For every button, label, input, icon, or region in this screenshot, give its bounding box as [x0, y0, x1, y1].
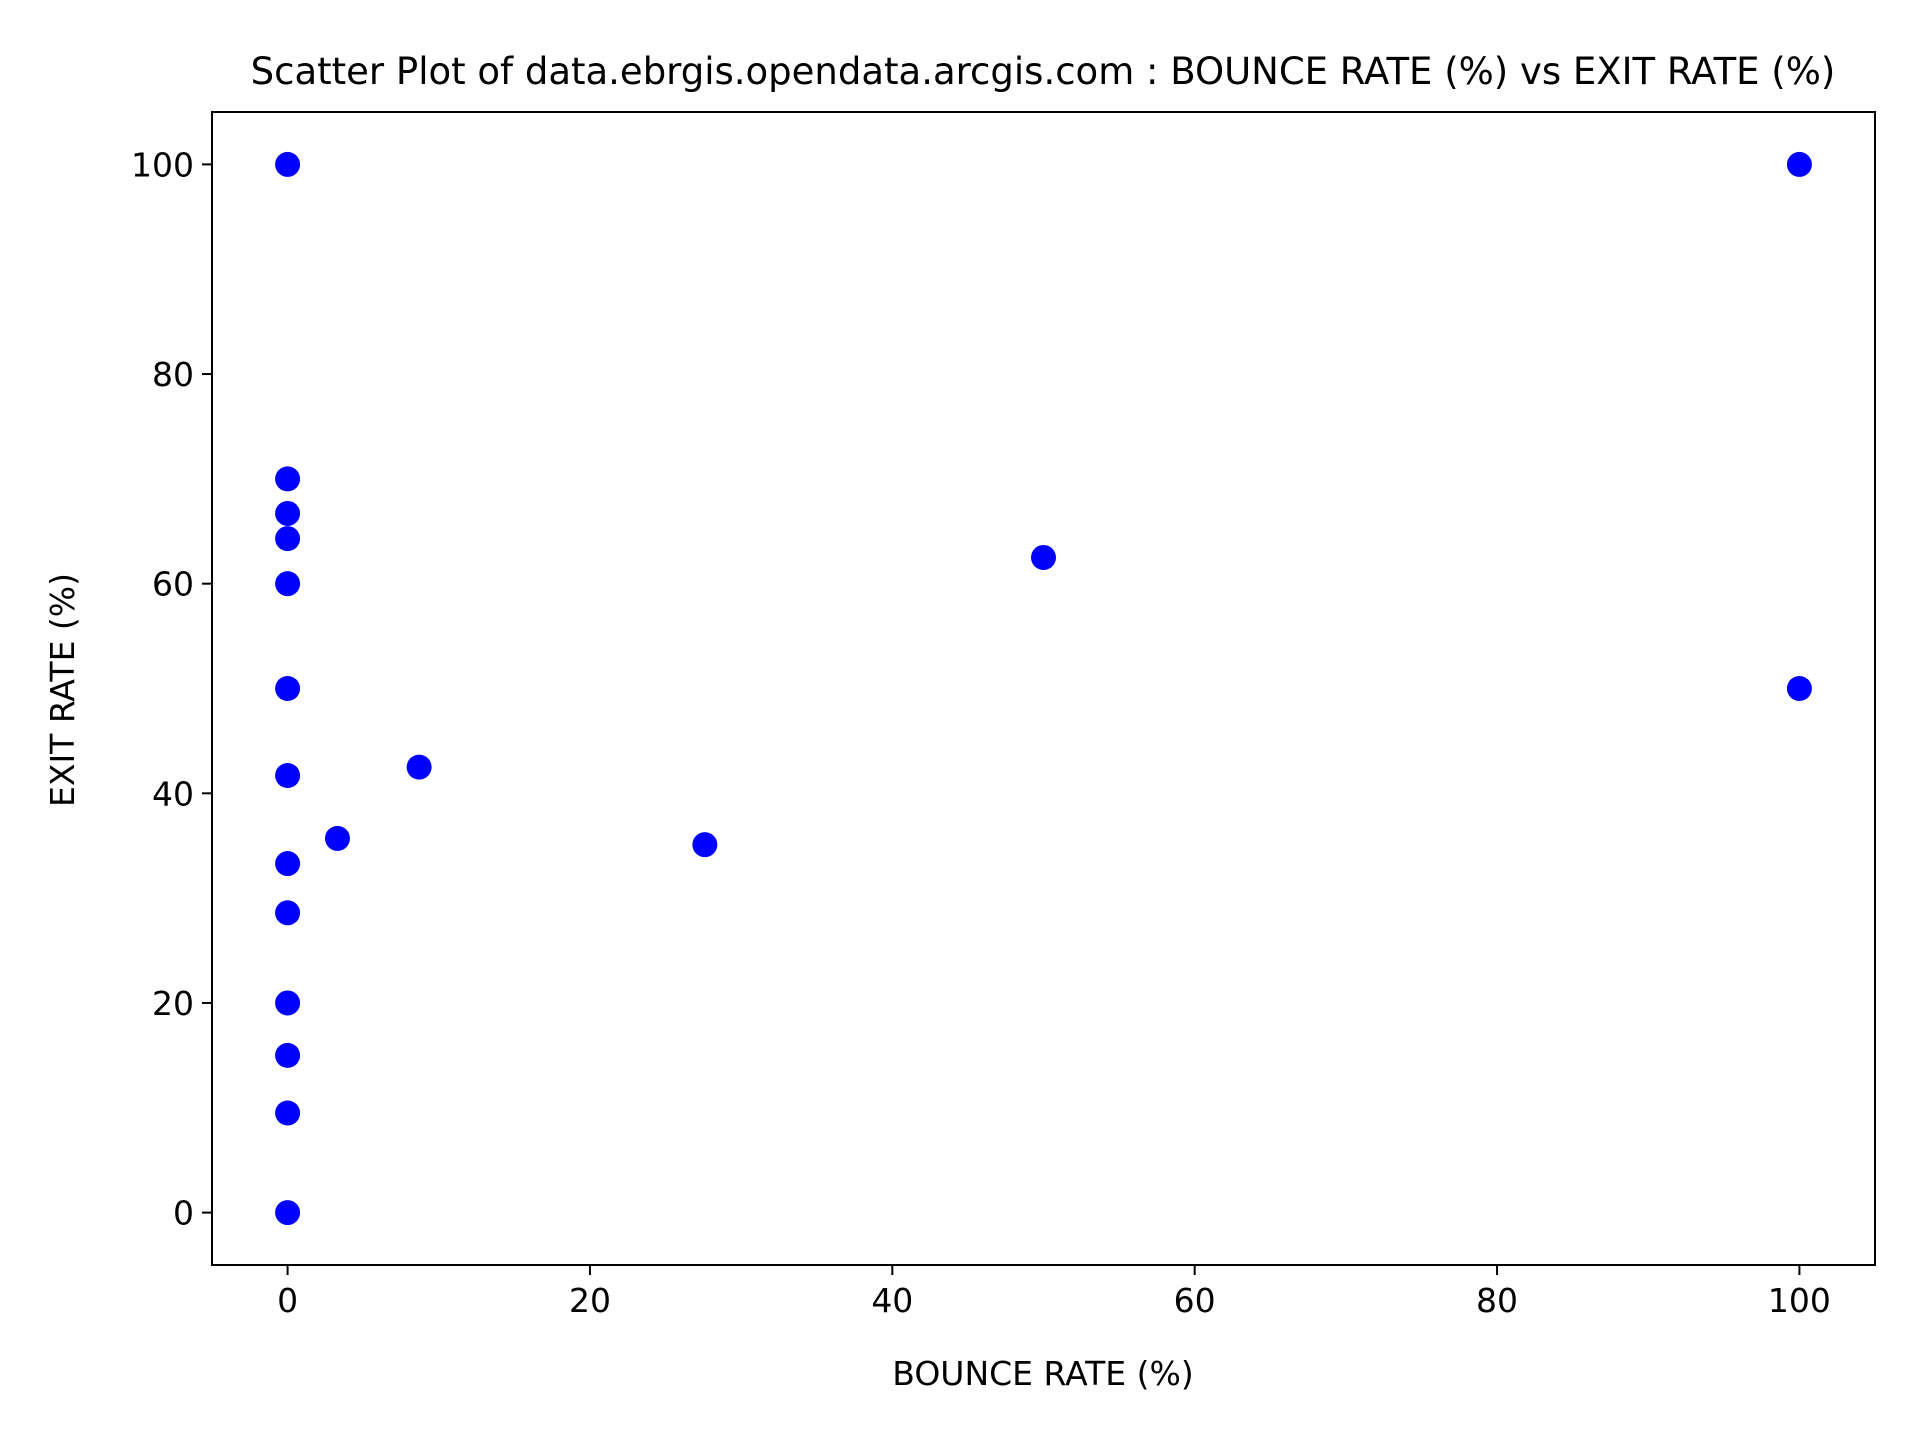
- y-tick-label: 20: [152, 984, 194, 1023]
- chart-title: Scatter Plot of data.ebrgis.opendata.arc…: [251, 50, 1836, 93]
- data-point: [324, 825, 350, 851]
- data-point: [275, 526, 301, 552]
- x-axis-label: BOUNCE RATE (%): [892, 1354, 1193, 1393]
- data-point: [275, 851, 301, 877]
- data-point: [1031, 544, 1056, 570]
- x-tick-label: 20: [569, 1281, 611, 1320]
- x-tick-label: 0: [277, 1281, 298, 1320]
- y-tick-label: 40: [152, 774, 194, 813]
- data-point: [275, 676, 301, 701]
- x-tick-label: 80: [1476, 1281, 1518, 1320]
- y-axis-label: EXIT RATE (%): [43, 573, 82, 807]
- data-point: [275, 762, 301, 788]
- data-point: [275, 500, 301, 526]
- y-tick-label: 0: [173, 1194, 194, 1233]
- data-point: [275, 571, 301, 597]
- y-tick-label: 80: [152, 355, 194, 394]
- data-point: [275, 1200, 301, 1226]
- data-point: [1786, 151, 1812, 177]
- data-point: [1786, 676, 1812, 701]
- y-tick-label: 60: [152, 565, 194, 604]
- y-tick-label: 100: [131, 145, 194, 184]
- plot-frame: [211, 111, 1876, 1266]
- data-point: [275, 900, 301, 926]
- data-point: [275, 1042, 301, 1068]
- data-point: [275, 1100, 301, 1126]
- data-point: [406, 754, 432, 780]
- x-tick-label: 60: [1174, 1281, 1216, 1320]
- data-point: [275, 990, 301, 1016]
- x-tick-label: 100: [1768, 1281, 1831, 1320]
- data-point: [275, 151, 301, 177]
- data-point: [275, 466, 301, 492]
- data-point: [692, 832, 718, 858]
- plot-area: 0 20 40 60 80 100 0 20 40 60 80 100: [131, 111, 1876, 1320]
- x-tick-label: 40: [871, 1281, 913, 1320]
